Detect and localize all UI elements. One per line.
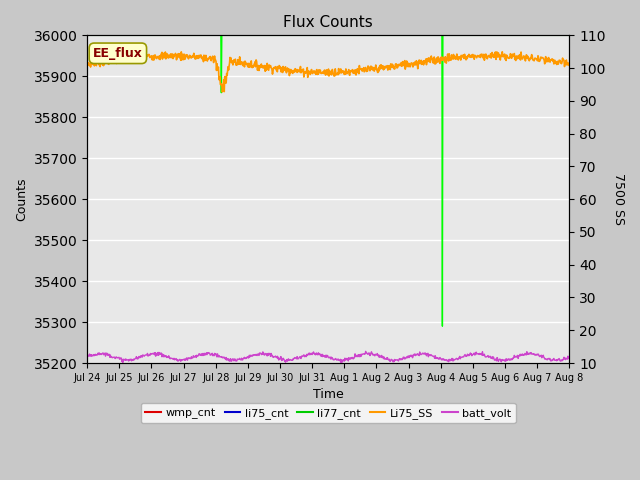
Legend: wmp_cnt, li75_cnt, li77_cnt, Li75_SS, batt_volt: wmp_cnt, li75_cnt, li77_cnt, Li75_SS, ba… <box>141 403 516 423</box>
Y-axis label: Counts: Counts <box>15 178 28 221</box>
Text: EE_flux: EE_flux <box>93 47 143 60</box>
Y-axis label: 7500 SS: 7500 SS <box>612 173 625 225</box>
X-axis label: Time: Time <box>313 388 344 401</box>
Title: Flux Counts: Flux Counts <box>284 15 373 30</box>
